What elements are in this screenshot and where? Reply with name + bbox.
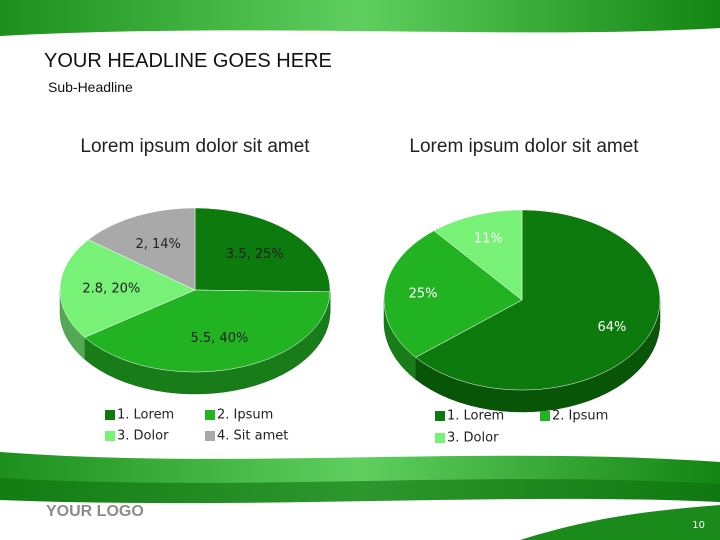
pie-slice [433, 209, 523, 301]
pie-slice [84, 289, 331, 373]
legend-label: 1. Lorem [117, 408, 174, 423]
legend-label: 2. Ipsum [552, 409, 608, 424]
legend-swatch [105, 410, 115, 420]
data-label: 3.5, 25% [226, 247, 284, 262]
legend-label: 3. Dolor [117, 429, 169, 444]
data-label: 2, 14% [135, 237, 180, 252]
corner-accent [520, 505, 720, 540]
legend-label: 2. Ipsum [217, 408, 273, 423]
legend-swatch [105, 431, 115, 441]
legend-label: 4. Sit amet [217, 429, 288, 444]
page-number: 10 [692, 520, 705, 531]
logo: YOUR LOGO [46, 503, 144, 520]
chart-title: Lorem ipsum dolor sit amet [409, 136, 639, 157]
legend-swatch [540, 411, 550, 421]
top-band [0, 0, 720, 36]
chart-title: Lorem ipsum dolor sit amet [80, 136, 310, 157]
legend-swatch [205, 431, 215, 441]
bottom-white [0, 498, 720, 540]
legend-label: 1. Lorem [447, 409, 504, 424]
legend-swatch [205, 410, 215, 420]
data-label: 25% [409, 286, 438, 301]
legend-swatch [435, 433, 445, 443]
data-label: 2.8, 20% [82, 281, 140, 296]
pie-slice [383, 230, 523, 358]
subheadline: Sub-Headline [48, 79, 133, 95]
pie-slice [194, 207, 331, 293]
pie-slice [415, 209, 661, 391]
data-label: 64% [597, 320, 626, 335]
pie-slice [87, 207, 196, 291]
data-label: 11% [474, 232, 503, 247]
headline: YOUR HEADLINE GOES HERE [44, 50, 332, 72]
data-label: 5.5, 40% [190, 331, 248, 346]
pie-slice [59, 239, 196, 338]
legend-swatch [435, 411, 445, 421]
legend-label: 3. Dolor [447, 431, 499, 446]
